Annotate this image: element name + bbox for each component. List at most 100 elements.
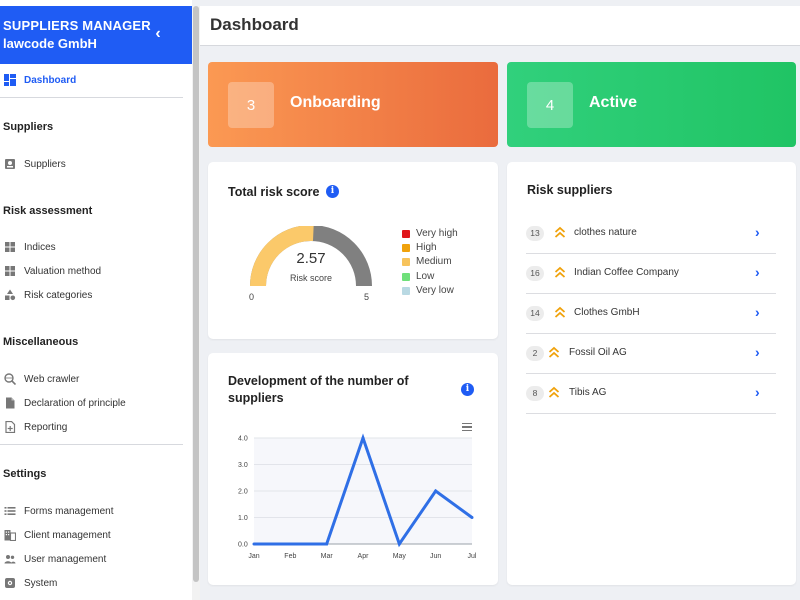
sidebar-scrollbar[interactable] (192, 6, 200, 600)
x-tick-label: Jul (468, 553, 477, 560)
sidebar-item-declaration[interactable]: Declaration of principle (0, 393, 184, 413)
section-miscellaneous: Miscellaneous (3, 336, 79, 348)
risk-count-badge: 8 (526, 386, 544, 401)
scrollbar-thumb[interactable] (193, 6, 199, 582)
x-tick-label: Jan (248, 553, 259, 560)
sidebar: SUPPLIERS MANAGER lawcode GmbH ‹ Dashboa… (0, 0, 192, 600)
development-title-line1: Development of the number of (228, 374, 409, 388)
sidebar-item-web-crawler[interactable]: Web crawler (0, 369, 184, 389)
sidebar-item-label: User management (24, 553, 107, 565)
x-tick-label: Jun (430, 553, 441, 560)
sidebar-item-system[interactable]: System (0, 573, 184, 593)
y-tick-label: 3.0 (238, 462, 248, 469)
sidebar-item-valuation-method[interactable]: Valuation method (0, 261, 184, 281)
risk-count-badge: 14 (526, 306, 544, 321)
legend-label: Very low (416, 285, 454, 296)
supplier-name: Fossil Oil AG (569, 347, 627, 358)
data-point (325, 542, 329, 546)
sidebar-item-label: System (24, 577, 58, 589)
gauge-min-label: 0 (249, 292, 255, 302)
page-title: Dashboard (210, 15, 299, 34)
risk-score-title: Total risk score (228, 185, 320, 199)
supplier-name: Tibis AG (569, 387, 607, 398)
users-icon (4, 553, 16, 565)
supplier-name: Clothes GmbH (574, 307, 640, 318)
sidebar-item-reporting[interactable]: Reporting (0, 417, 184, 437)
risk-suppliers-title: Risk suppliers (527, 183, 613, 197)
chevron-right-icon[interactable]: › (755, 384, 760, 400)
building-icon (4, 529, 16, 541)
risk-score-label: Risk score (289, 273, 332, 283)
sidebar-item-label: Valuation method (24, 265, 102, 277)
legend-swatch (402, 229, 410, 238)
collapse-sidebar-icon[interactable]: ‹ (155, 25, 161, 42)
data-point (434, 489, 438, 493)
legend-swatch (402, 272, 410, 281)
grid-icon (4, 241, 16, 253)
settings-icon (4, 577, 16, 589)
legend-label: Medium (416, 256, 452, 267)
risk-count-badge: 16 (526, 266, 544, 281)
sidebar-item-label: Suppliers (24, 158, 66, 170)
risk-score-gauge (250, 226, 372, 287)
company-name: lawcode GmbH (3, 36, 97, 51)
gauge-fill (250, 226, 314, 287)
report-add-icon (4, 421, 16, 433)
risk-supplier-row[interactable]: 14 Clothes GmbH › (526, 294, 776, 334)
sidebar-item-user-management[interactable]: User management (0, 549, 184, 569)
section-settings: Settings (3, 468, 47, 480)
dashboard-icon (4, 74, 16, 86)
chart-menu-icon[interactable] (462, 423, 472, 432)
x-tick-label: Feb (284, 553, 296, 560)
sidebar-item-label: Risk categories (24, 289, 93, 301)
x-tick-label: Mar (321, 553, 334, 560)
risk-supplier-row[interactable]: 8 Tibis AG › (526, 374, 776, 414)
legend-low: Low (402, 271, 434, 282)
kpi-active-card[interactable]: 4 Active (507, 62, 796, 147)
risk-supplier-row[interactable]: 16 Indian Coffee Company › (526, 254, 776, 294)
legend-label: High (416, 242, 437, 253)
risk-supplier-row[interactable]: 2 Fossil Oil AG › (526, 334, 776, 374)
chevron-right-icon[interactable]: › (755, 304, 760, 320)
kpi-active-value: 4 (527, 82, 573, 128)
legend-medium: Medium (402, 256, 452, 267)
info-icon[interactable]: i (461, 383, 474, 396)
y-tick-label: 4.0 (238, 436, 248, 443)
data-point (361, 436, 365, 440)
section-risk-assessment: Risk assessment (3, 205, 93, 217)
info-icon[interactable]: i (326, 185, 339, 198)
sidebar-item-dashboard[interactable]: Dashboard (0, 70, 184, 90)
legend-swatch (402, 257, 410, 266)
chevron-right-icon[interactable]: › (755, 224, 760, 240)
sidebar-item-label: Indices (24, 241, 56, 253)
risk-supplier-row[interactable]: 13 clothes nature › (526, 214, 776, 254)
sidebar-item-client-management[interactable]: Client management (0, 525, 184, 545)
y-tick-label: 0.0 (238, 542, 248, 549)
sidebar-item-suppliers[interactable]: Suppliers (0, 154, 184, 174)
legend-label: Low (416, 271, 435, 282)
kpi-onboarding-value: 3 (228, 82, 274, 128)
sidebar-item-label: Reporting (24, 421, 68, 433)
sidebar-item-indices[interactable]: Indices (0, 237, 184, 257)
double-chevron-up-icon (548, 386, 560, 398)
double-chevron-up-icon (554, 266, 566, 278)
legend-very-high: Very high (402, 228, 458, 239)
sidebar-item-label: Dashboard (24, 74, 77, 86)
kpi-active-label: Active (589, 94, 638, 111)
data-point (397, 542, 401, 546)
brand-header: SUPPLIERS MANAGER lawcode GmbH ‹ (0, 6, 192, 64)
data-point (470, 516, 474, 519)
legend-high: High (402, 242, 437, 253)
web-search-icon (4, 373, 16, 385)
sidebar-item-forms[interactable]: Forms management (0, 501, 184, 521)
supplier-name: clothes nature (574, 227, 637, 238)
grid-icon (4, 265, 16, 277)
chevron-right-icon[interactable]: › (755, 344, 760, 360)
x-tick-label: Apr (358, 553, 370, 560)
kpi-onboarding-card[interactable]: 3 Onboarding (208, 62, 498, 147)
sidebar-item-risk-categories[interactable]: Risk categories (0, 285, 184, 305)
divider (0, 97, 183, 98)
chevron-right-icon[interactable]: › (755, 264, 760, 280)
list-icon (4, 505, 16, 517)
shapes-icon (4, 289, 16, 301)
